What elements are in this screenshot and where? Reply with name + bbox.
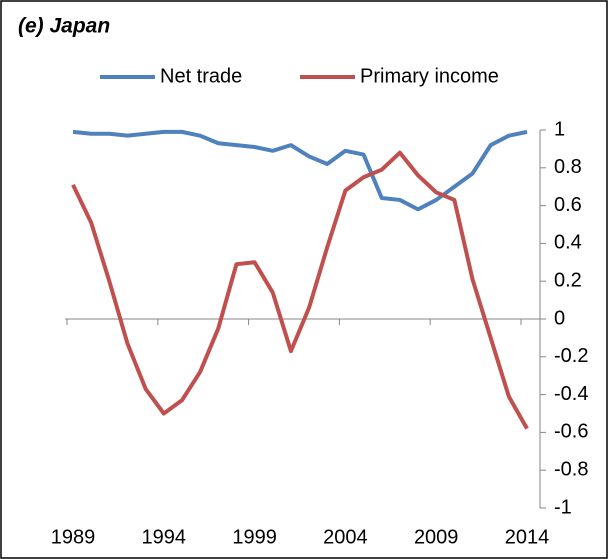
x-tick-label: 2014 [505,526,550,548]
y-tick-label: -0.2 [554,345,588,367]
y-tick-label: -1 [554,496,572,518]
y-tick-label: 0 [554,307,565,329]
legend-label: Net trade [160,65,242,87]
y-tick-label: -0.8 [554,458,588,480]
x-tick-label: 2009 [414,526,459,548]
data-line [71,150,529,430]
y-tick-label: 0.2 [554,269,582,291]
y-tick-label: -0.4 [554,383,588,405]
y-tick-label: 0.4 [554,232,582,254]
y-tick-label: 0.6 [554,194,582,216]
y-tick-label: -0.6 [554,421,588,443]
x-tick-label: 1999 [232,526,277,548]
x-tick-label: 1989 [51,526,96,548]
x-tick-label: 1994 [142,526,187,548]
legend-label: Primary income [360,65,499,87]
y-tick-label: 1 [554,118,565,140]
data-line [72,129,528,212]
y-tick-label: 0.8 [554,156,582,178]
chart-title: (e) Japan [18,15,110,38]
x-tick-label: 2004 [323,526,368,548]
